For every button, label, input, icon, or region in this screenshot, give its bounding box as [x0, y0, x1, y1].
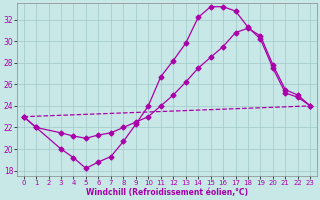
X-axis label: Windchill (Refroidissement éolien,°C): Windchill (Refroidissement éolien,°C) — [86, 188, 248, 197]
